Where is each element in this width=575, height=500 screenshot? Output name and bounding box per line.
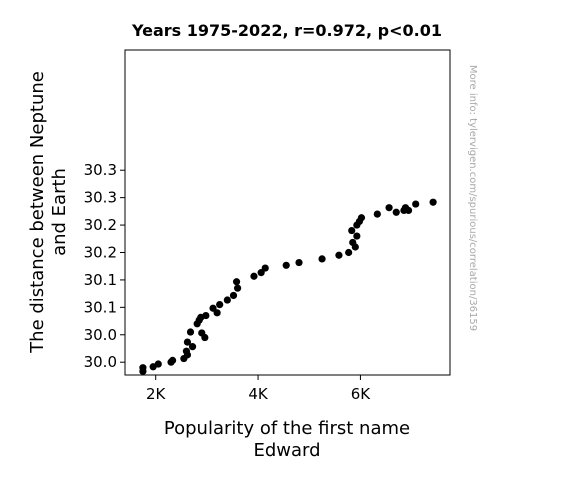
data-point: [154, 360, 162, 368]
plot-area: [124, 49, 451, 376]
y-axis: 30.0 30.0 30.1 30.1 30.2 30.2 30.3 30.3: [84, 161, 125, 371]
data-point: [223, 296, 231, 304]
data-points: [139, 198, 437, 375]
y-tick-label: 30.3: [84, 189, 117, 207]
data-point: [229, 291, 238, 300]
data-point: [282, 261, 290, 269]
data-point: [318, 255, 326, 263]
y-tick-label: 30.1: [84, 298, 117, 316]
data-point: [348, 226, 356, 235]
y-tick-label: 30.2: [84, 243, 117, 261]
data-point: [182, 347, 191, 355]
x-axis-label-line-1: Popularity of the first name: [164, 418, 410, 439]
x-axis: 2K 4K 6K: [146, 375, 371, 403]
data-point: [250, 272, 258, 280]
data-point: [232, 278, 241, 286]
data-point: [353, 232, 361, 240]
data-point: [202, 311, 210, 320]
credit-text: More info: tylervigen.com/spurious/corre…: [467, 65, 478, 331]
x-axis-label-line-2: Edward: [253, 440, 320, 461]
chart-title: Years 1975-2022, r=0.972, p<0.01: [131, 21, 442, 40]
y-tick-label: 30.3: [84, 161, 117, 179]
x-tick-label: 2K: [146, 385, 167, 403]
y-axis-label-line-1: The distance between Neptune: [27, 71, 48, 354]
data-point: [261, 264, 269, 272]
data-point: [373, 210, 381, 218]
y-tick-label: 30.2: [84, 216, 117, 234]
data-point: [198, 329, 206, 337]
data-point: [392, 208, 400, 216]
data-point: [335, 251, 343, 259]
data-point: [186, 328, 195, 336]
data-point: [345, 248, 353, 257]
data-point: [412, 200, 420, 208]
x-tick-label: 6K: [351, 385, 372, 403]
x-tick-label: 4K: [248, 385, 269, 403]
data-point: [216, 301, 224, 309]
data-point: [188, 343, 197, 351]
data-point: [233, 284, 242, 292]
data-point: [385, 204, 393, 212]
data-point: [295, 258, 303, 267]
y-tick-label: 30.1: [84, 271, 117, 289]
data-point: [401, 204, 410, 212]
data-point: [183, 338, 192, 346]
y-tick-label: 30.0: [84, 353, 117, 371]
data-point: [209, 304, 217, 312]
data-point: [139, 364, 147, 372]
data-point: [429, 198, 437, 206]
y-axis-label-line-2: and Earth: [49, 168, 70, 256]
data-point: [349, 238, 357, 247]
y-tick-label: 30.0: [84, 326, 117, 344]
data-point: [357, 214, 366, 222]
data-point: [168, 356, 177, 364]
